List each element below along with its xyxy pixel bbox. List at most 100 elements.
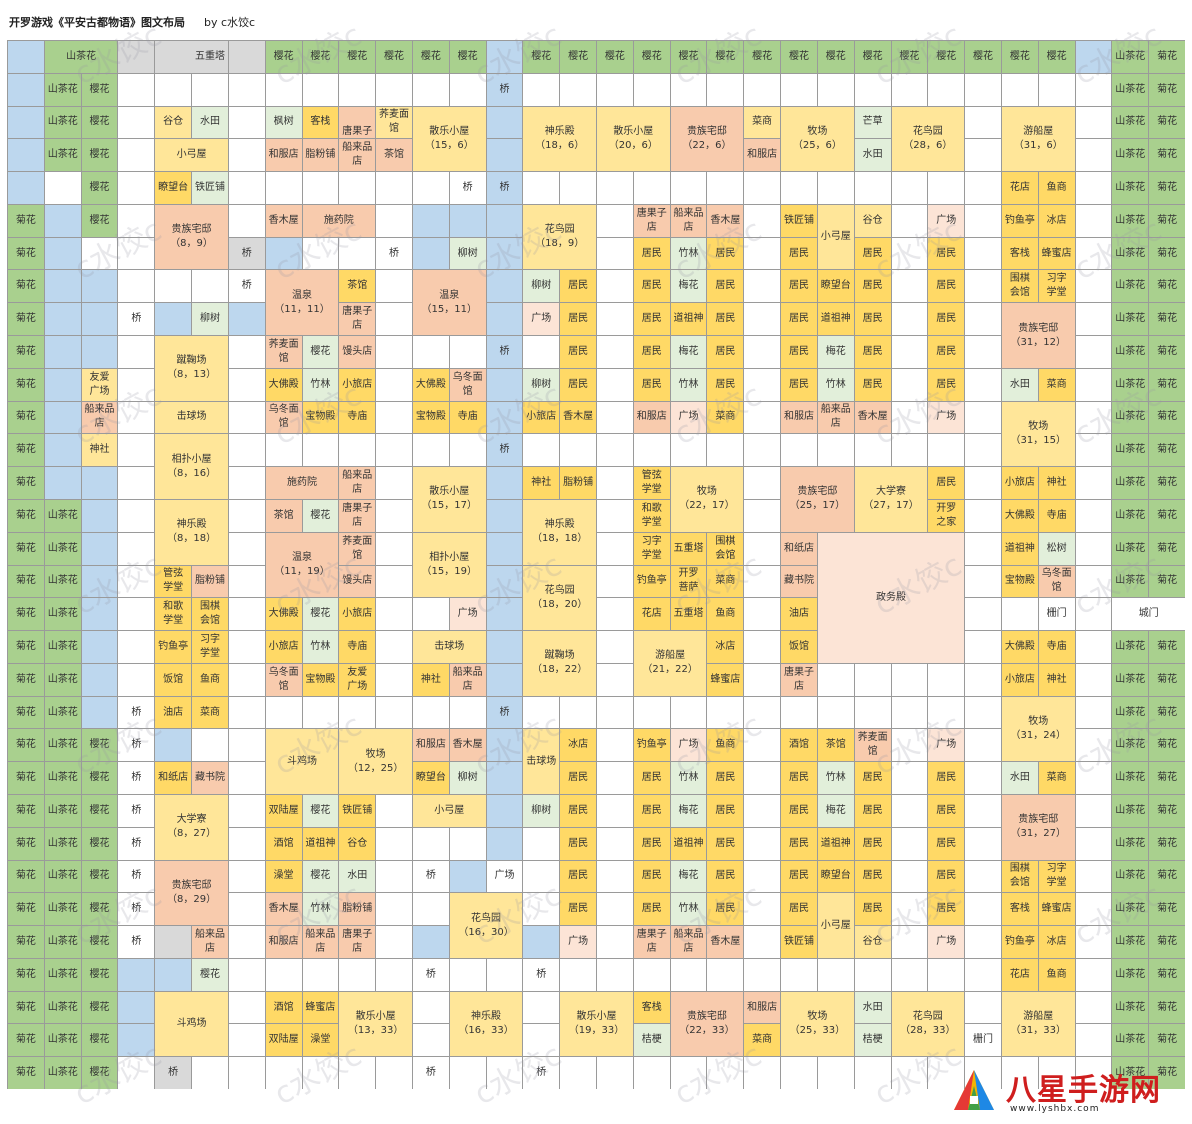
map-tile: 开罗 之家 — [927, 498, 966, 533]
map-tile: 宝物殿 — [301, 400, 340, 435]
map-tile-blank — [80, 695, 119, 730]
map-tile-blank — [117, 990, 156, 1025]
empty-cell — [964, 433, 1002, 468]
map-tile: 大学寮 （27，17） — [853, 466, 929, 533]
map-tile: 和歌 学堂 — [154, 597, 193, 632]
empty-cell — [669, 72, 708, 107]
map-tile-blank — [7, 40, 45, 74]
map-tile: 水田 — [1000, 367, 1039, 402]
map-tile-blank — [485, 531, 524, 566]
empty-cell — [117, 236, 156, 271]
map-tile: 居民 — [780, 335, 818, 369]
empty-cell — [1074, 597, 1113, 632]
map-tile-blank — [485, 498, 524, 533]
map-tile: 桥 — [522, 957, 561, 992]
map-tile: 斗鸡场 — [154, 990, 229, 1058]
empty-cell — [559, 171, 597, 205]
map-tile: 山茶花 — [1111, 105, 1150, 140]
map-tile: 栅门 — [1037, 597, 1076, 632]
map-tile: 居民 — [632, 826, 671, 861]
map-tile: 山茶花 — [43, 695, 82, 730]
empty-cell — [890, 335, 929, 369]
logo-name: 八星手游网 — [1006, 1073, 1161, 1108]
map-tile: 谷仓 — [853, 925, 892, 959]
map-tile: 香木屋 — [448, 728, 487, 763]
map-tile: 道祖神 — [669, 302, 708, 337]
map-tile: 菊花 — [7, 957, 45, 992]
map-tile: 和服店 — [743, 990, 782, 1025]
empty-cell — [338, 957, 377, 992]
map-tile: 山茶花 — [43, 826, 82, 861]
map-tile: 神社 — [411, 662, 450, 697]
empty-cell — [964, 498, 1002, 533]
empty-cell — [227, 433, 266, 468]
map-tile: 居民 — [632, 236, 671, 271]
map-tile-blank — [485, 40, 524, 74]
empty-cell — [559, 433, 597, 468]
map-tile: 贵族宅邸 （31，27） — [1000, 793, 1076, 861]
map-tile: 山茶花 — [1111, 269, 1150, 304]
map-tile: 道祖神 — [1000, 531, 1039, 566]
map-tile: 居民 — [559, 761, 597, 795]
empty-cell — [227, 72, 266, 107]
map-tile: 竹林 — [816, 761, 855, 795]
map-tile: 神乐殿 （8，18） — [154, 498, 229, 566]
map-tile: 船来品 店 — [80, 400, 119, 435]
map-tile-blank — [154, 957, 193, 992]
map-tile: 和服店 — [780, 400, 818, 435]
map-tile: 菊花 — [1148, 40, 1185, 74]
empty-cell — [596, 466, 634, 500]
empty-cell — [1074, 269, 1113, 304]
map-tile: 菊花 — [1148, 367, 1185, 402]
map-tile: 菊花 — [7, 695, 45, 730]
empty-cell — [117, 630, 156, 664]
empty-cell — [375, 466, 413, 500]
empty-cell — [448, 335, 487, 369]
empty-cell — [375, 859, 413, 894]
empty-cell — [264, 433, 303, 468]
empty-cell — [1074, 400, 1113, 435]
empty-cell — [227, 1023, 266, 1058]
map-tile: 居民 — [853, 367, 892, 402]
map-tile: 菊花 — [1148, 433, 1185, 468]
empty-cell — [1074, 859, 1113, 894]
map-tile: 樱花 — [632, 40, 671, 74]
empty-cell — [375, 498, 413, 533]
empty-cell — [632, 171, 671, 205]
map-tile: 水田 — [853, 990, 892, 1025]
empty-cell — [596, 72, 634, 107]
empty-cell — [964, 892, 1002, 927]
map-tile: 温泉 （11，11） — [264, 269, 340, 337]
map-tile: 蜂蜜店 — [706, 662, 745, 697]
site-logo: 八星手游网 www.lyshbx.com — [942, 1062, 1187, 1122]
map-tile: 施药院 — [301, 203, 377, 238]
empty-cell — [448, 695, 487, 730]
empty-cell — [743, 171, 782, 205]
map-tile: 水田 — [191, 105, 229, 140]
empty-cell — [743, 269, 782, 304]
map-tile: 山茶花 — [1111, 793, 1150, 828]
map-tile: 樱花 — [80, 1056, 119, 1089]
map-tile-blank — [80, 302, 119, 337]
empty-cell — [816, 171, 855, 205]
map-tile: 寺庙 — [338, 400, 377, 435]
map-tile: 散乐小屋 （15，17） — [411, 466, 487, 533]
map-tile: 山茶花 — [43, 761, 82, 795]
empty-cell — [227, 859, 266, 894]
map-tile: 鱼商 — [706, 728, 745, 763]
map-tile: 澡堂 — [301, 1023, 340, 1058]
empty-cell — [964, 203, 1002, 238]
empty-cell — [227, 564, 266, 599]
map-tile: 游船屋 （31，33） — [1000, 990, 1076, 1058]
empty-cell — [743, 400, 782, 435]
empty-cell — [375, 335, 413, 369]
map-tile: 宝物殿 — [301, 662, 340, 697]
map-tile: 五重塔 — [669, 531, 708, 566]
empty-cell — [596, 957, 634, 992]
empty-cell — [411, 1023, 450, 1058]
empty-cell — [80, 236, 119, 271]
map-tile-blank — [485, 728, 524, 763]
map-tile: 竹林 — [669, 761, 708, 795]
map-tile: 居民 — [927, 859, 966, 894]
map-tile: 山茶花 — [1111, 630, 1150, 664]
